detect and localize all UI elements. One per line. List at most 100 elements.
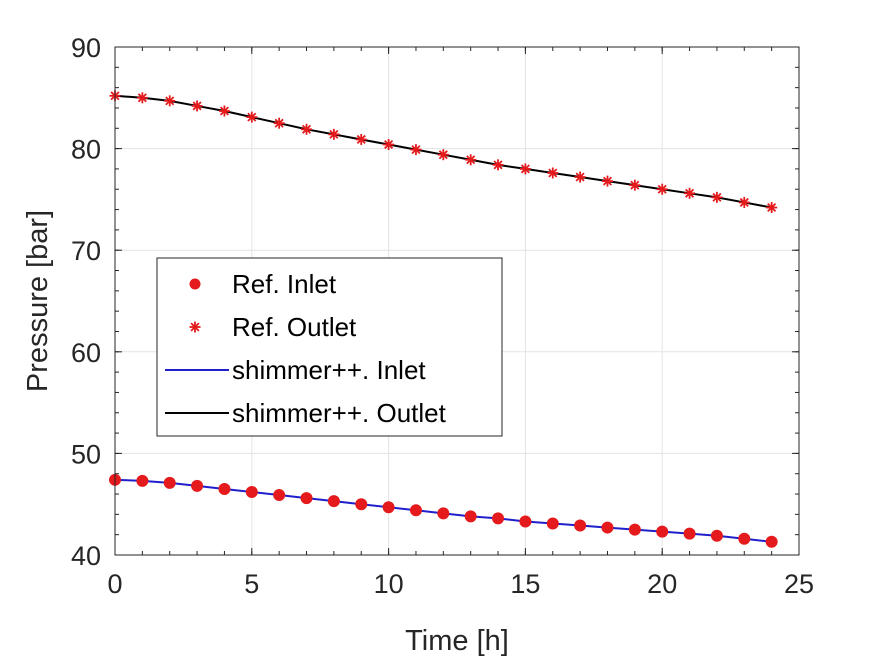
data-point-asterisk [629, 179, 641, 191]
asterisk-stroke [657, 184, 667, 194]
data-point-asterisk [684, 187, 696, 199]
x-tick-label: 0 [107, 569, 122, 599]
asterisk-stroke [520, 164, 530, 174]
data-point-asterisk [273, 117, 285, 129]
asterisk-stroke [767, 203, 777, 213]
data-point-circle [492, 512, 505, 525]
legend-label: shimmer++. Inlet [232, 355, 426, 385]
legend-label: Ref. Inlet [232, 269, 337, 299]
x-tick-label: 25 [784, 569, 814, 599]
asterisk-stroke [438, 150, 448, 160]
asterisk-stroke [247, 112, 257, 122]
x-tick-label: 5 [244, 569, 259, 599]
data-point-asterisk [601, 175, 613, 187]
data-point-asterisk [547, 167, 559, 179]
asterisk-stroke [192, 101, 202, 111]
data-point-asterisk [437, 149, 449, 161]
asterisk-stroke [274, 118, 284, 128]
axes-frame [114, 46, 800, 556]
data-point-circle [710, 529, 723, 542]
data-point-circle [628, 523, 641, 536]
data-point-circle [656, 525, 669, 538]
data-point-circle [273, 489, 286, 502]
asterisk-stroke [712, 192, 722, 202]
asterisk-stroke [548, 168, 558, 178]
legend-symbol-asterisk [189, 321, 201, 333]
asterisk-stroke [493, 160, 503, 170]
asterisk-stroke [630, 180, 640, 190]
data-point-circle [574, 519, 587, 532]
x-axis-title: Time [h] [405, 625, 509, 657]
data-point-asterisk [492, 159, 504, 171]
asterisk-stroke [356, 134, 366, 144]
asterisk-stroke [575, 172, 585, 182]
asterisk-stroke [190, 322, 200, 332]
asterisk-stroke [685, 188, 695, 198]
data-point-circle [519, 515, 532, 528]
data-point-circle [191, 479, 204, 492]
legend-symbol-circle [189, 278, 201, 290]
series-markers [109, 90, 778, 548]
legend-label: shimmer++. Outlet [232, 398, 447, 428]
data-point-circle [136, 474, 149, 487]
data-point-circle [382, 501, 395, 514]
plot-frame [114, 46, 800, 556]
asterisk-stroke [301, 124, 312, 134]
data-point-circle [355, 498, 368, 511]
data-point-circle [409, 504, 422, 517]
data-point-asterisk [355, 133, 367, 145]
data-point-asterisk [246, 111, 258, 123]
asterisk-stroke [411, 145, 421, 155]
x-tick-label: 20 [647, 569, 677, 599]
legend-box [156, 257, 503, 437]
data-point-asterisk [465, 154, 477, 166]
legend: Ref. Inlet Ref. Outlet shimmer++. Inlet shi… [156, 257, 503, 437]
tick-labels: 0 5 10 15 20 25 40 50 60 70 80 90 [71, 33, 814, 599]
data-point-circle [738, 532, 751, 545]
data-point-asterisk [738, 196, 750, 208]
asterisk-stroke [219, 106, 229, 116]
data-point-circle [218, 482, 231, 495]
asterisk-stroke [602, 176, 613, 186]
y-tick-label: 90 [71, 33, 101, 63]
data-point-circle [163, 476, 176, 489]
data-point-asterisk [164, 95, 176, 107]
y-tick-label: 60 [71, 338, 101, 368]
data-point-circle [765, 535, 778, 548]
data-point-circle [683, 527, 696, 540]
y-tick-label: 70 [71, 236, 101, 266]
data-point-asterisk [656, 183, 668, 195]
data-point-asterisk [410, 144, 422, 156]
data-point-circle [464, 510, 477, 523]
data-point-asterisk [301, 123, 313, 135]
asterisk-stroke [466, 155, 476, 165]
y-tick-label: 40 [71, 541, 101, 571]
data-point-circle [300, 492, 313, 505]
asterisk-stroke [739, 197, 749, 207]
y-tick-label: 80 [71, 135, 101, 165]
data-point-circle [245, 486, 258, 499]
data-point-circle [437, 507, 450, 520]
data-point-circle [601, 521, 614, 534]
data-point-asterisk [574, 171, 586, 183]
data-point-asterisk [519, 163, 531, 175]
data-point-asterisk [766, 202, 778, 214]
asterisk-stroke [137, 93, 147, 103]
y-axis-title: Pressure [bar] [22, 210, 54, 392]
data-point-asterisk [711, 191, 723, 203]
y-tick-label: 50 [71, 439, 101, 469]
data-point-circle [546, 517, 559, 530]
data-point-asterisk [383, 139, 395, 151]
legend-label: Ref. Outlet [232, 312, 357, 342]
data-point-asterisk [218, 105, 230, 117]
data-point-asterisk [136, 92, 148, 104]
x-tick-label: 10 [374, 569, 404, 599]
asterisk-stroke [329, 129, 339, 139]
x-tick-label: 15 [510, 569, 540, 599]
data-point-asterisk [328, 128, 340, 140]
asterisk-stroke [384, 140, 394, 150]
data-point-circle [327, 495, 340, 508]
asterisk-stroke [165, 96, 175, 106]
data-point-asterisk [191, 100, 203, 112]
